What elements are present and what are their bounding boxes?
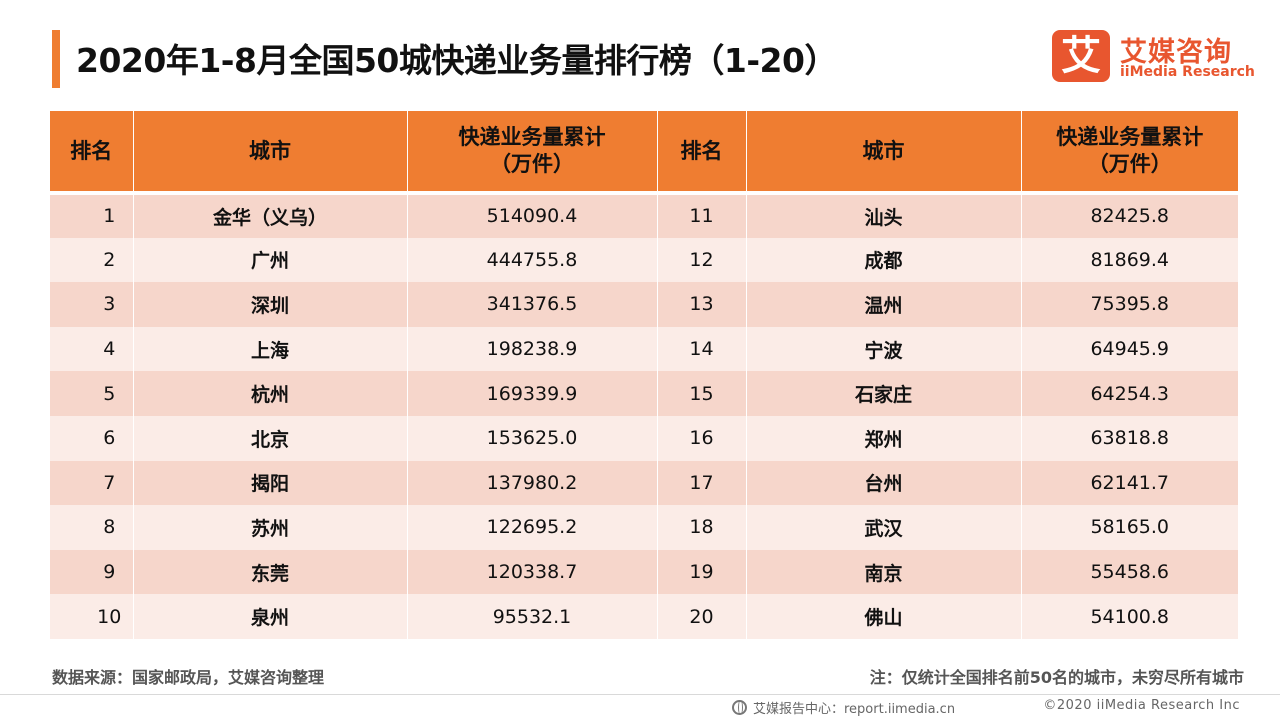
rank-cell: 2 bbox=[50, 237, 134, 283]
table-row: 1 金华（义乌） 514090.4 11 汕头 82425.8 bbox=[50, 191, 1238, 238]
header-volume-2-line1: 快递业务量累计 bbox=[1056, 125, 1204, 149]
rank-cell: 16 bbox=[657, 415, 747, 461]
city-cell: 南京 bbox=[746, 549, 1022, 595]
city-cell: 苏州 bbox=[133, 505, 408, 550]
city-cell: 郑州 bbox=[746, 415, 1022, 461]
city-cell: 泉州 bbox=[133, 594, 408, 639]
volume-cell: 54100.8 bbox=[1021, 594, 1238, 639]
rank-cell: 1 bbox=[50, 191, 134, 238]
city-cell: 武汉 bbox=[746, 505, 1022, 550]
rank-cell: 6 bbox=[50, 415, 134, 461]
volume-cell: 82425.8 bbox=[1021, 191, 1238, 238]
volume-cell: 514090.4 bbox=[407, 191, 658, 238]
city-cell: 温州 bbox=[746, 282, 1022, 327]
volume-cell: 169339.9 bbox=[407, 371, 658, 416]
header-rank-2: 排名 bbox=[657, 111, 747, 193]
city-cell: 汕头 bbox=[746, 191, 1022, 238]
city-cell: 广州 bbox=[133, 237, 408, 283]
table-row: 4 上海 198238.9 14 宁波 64945.9 bbox=[50, 326, 1238, 372]
rank-cell: 3 bbox=[50, 282, 134, 327]
city-cell: 深圳 bbox=[133, 282, 408, 327]
header-volume-line2: （万件） bbox=[490, 152, 574, 176]
table-row: 9 东莞 120338.7 19 南京 55458.6 bbox=[50, 549, 1238, 595]
globe-icon bbox=[732, 700, 747, 715]
volume-cell: 95532.1 bbox=[407, 594, 658, 639]
volume-cell: 64945.9 bbox=[1021, 326, 1238, 372]
brand-logo: 艾 艾媒咨询 iiMedia Research bbox=[1052, 30, 1262, 86]
city-cell: 石家庄 bbox=[746, 371, 1022, 416]
table-row: 7 揭阳 137980.2 17 台州 62141.7 bbox=[50, 460, 1238, 506]
rank-cell: 9 bbox=[50, 549, 134, 595]
volume-cell: 120338.7 bbox=[407, 549, 658, 595]
footnote: 注：仅统计全国排名前50名的城市，未穷尽所有城市 bbox=[869, 668, 1244, 687]
footer-divider bbox=[0, 694, 1280, 695]
rank-cell: 20 bbox=[657, 594, 747, 639]
rank-cell: 4 bbox=[50, 326, 134, 372]
table-row: 5 杭州 169339.9 15 石家庄 64254.3 bbox=[50, 371, 1238, 416]
rank-cell: 19 bbox=[657, 549, 747, 595]
city-cell: 杭州 bbox=[133, 371, 408, 416]
report-center-text: 艾媒报告中心：report.iimedia.cn bbox=[753, 702, 956, 717]
logo-name-cn: 艾媒咨询 bbox=[1120, 37, 1232, 68]
header-volume: 快递业务量累计 （万件） bbox=[407, 111, 658, 193]
volume-cell: 198238.9 bbox=[407, 326, 658, 372]
city-cell: 上海 bbox=[133, 326, 408, 372]
volume-cell: 75395.8 bbox=[1021, 282, 1238, 327]
volume-cell: 122695.2 bbox=[407, 505, 658, 550]
city-cell: 金华（义乌） bbox=[133, 191, 408, 238]
title-accent-bar bbox=[52, 30, 60, 88]
header-volume-line1: 快递业务量累计 bbox=[458, 125, 606, 149]
volume-cell: 137980.2 bbox=[407, 460, 658, 506]
copyright: ©2020 iiMedia Research Inc bbox=[1043, 698, 1240, 713]
data-source: 数据来源：国家邮政局，艾媒咨询整理 bbox=[52, 668, 325, 687]
volume-cell: 55458.6 bbox=[1021, 549, 1238, 595]
rank-cell: 18 bbox=[657, 505, 747, 550]
rank-cell: 8 bbox=[50, 505, 134, 550]
report-center: 艾媒报告中心：report.iimedia.cn bbox=[732, 698, 955, 717]
city-cell: 揭阳 bbox=[133, 460, 408, 506]
table-header-row: 排名 城市 快递业务量累计 （万件） 排名 城市 快递业务量累计 （万件） bbox=[50, 111, 1238, 193]
rank-cell: 7 bbox=[50, 460, 134, 506]
city-cell: 宁波 bbox=[746, 326, 1022, 372]
rank-cell: 11 bbox=[657, 191, 747, 238]
city-cell: 东莞 bbox=[133, 549, 408, 595]
rank-cell: 12 bbox=[657, 237, 747, 283]
table-row: 2 广州 444755.8 12 成都 81869.4 bbox=[50, 237, 1238, 283]
volume-cell: 62141.7 bbox=[1021, 460, 1238, 506]
header-rank: 排名 bbox=[50, 111, 134, 193]
volume-cell: 64254.3 bbox=[1021, 371, 1238, 416]
table-row: 8 苏州 122695.2 18 武汉 58165.0 bbox=[50, 505, 1238, 550]
table-row: 3 深圳 341376.5 13 温州 75395.8 bbox=[50, 282, 1238, 327]
logo-name-en: iiMedia Research bbox=[1120, 64, 1255, 80]
volume-cell: 341376.5 bbox=[407, 282, 658, 327]
header-volume-2: 快递业务量累计 （万件） bbox=[1021, 111, 1238, 193]
city-cell: 北京 bbox=[133, 415, 408, 461]
page-title: 2020年1-8月全国50城快递业务量排行榜（1-20） bbox=[76, 41, 837, 80]
rank-cell: 5 bbox=[50, 371, 134, 416]
rank-cell: 14 bbox=[657, 326, 747, 372]
header-city: 城市 bbox=[133, 111, 408, 193]
city-cell: 台州 bbox=[746, 460, 1022, 506]
header-city-2: 城市 bbox=[746, 111, 1022, 193]
volume-cell: 153625.0 bbox=[407, 415, 658, 461]
rank-cell: 13 bbox=[657, 282, 747, 327]
city-cell: 佛山 bbox=[746, 594, 1022, 639]
header-volume-2-line2: （万件） bbox=[1087, 152, 1172, 176]
city-cell: 成都 bbox=[746, 237, 1022, 283]
volume-cell: 63818.8 bbox=[1021, 415, 1238, 461]
rank-cell: 10 bbox=[50, 594, 134, 639]
logo-mark: 艾 bbox=[1052, 30, 1110, 82]
table-row: 6 北京 153625.0 16 郑州 63818.8 bbox=[50, 415, 1238, 461]
volume-cell: 58165.0 bbox=[1021, 505, 1238, 550]
rank-cell: 15 bbox=[657, 371, 747, 416]
table-row: 10 泉州 95532.1 20 佛山 54100.8 bbox=[50, 594, 1238, 639]
volume-cell: 444755.8 bbox=[407, 237, 658, 283]
rank-cell: 17 bbox=[657, 460, 747, 506]
volume-cell: 81869.4 bbox=[1021, 237, 1238, 283]
